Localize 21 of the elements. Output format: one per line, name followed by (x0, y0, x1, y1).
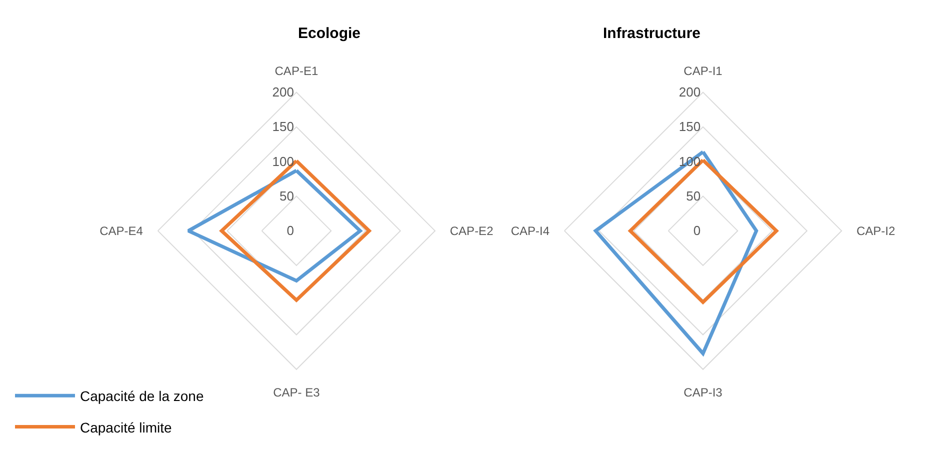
chart-title: Infrastructure (603, 25, 701, 42)
spoke-label: CAP-I3 (684, 385, 723, 400)
spoke-label: CAP-E2 (450, 224, 494, 238)
chart-title: Ecologie (298, 25, 361, 42)
legend-label: Capacité limite (80, 419, 172, 436)
y-tick-label: 50 (280, 188, 294, 204)
y-tick-label: 150 (272, 119, 294, 134)
y-tick-label: 50 (686, 188, 701, 204)
spoke-label: CAP-I2 (856, 224, 896, 238)
y-tick-label: 100 (272, 154, 294, 169)
y-tick-label: 150 (678, 119, 701, 134)
spoke-label: CAP- E3 (273, 385, 320, 400)
spoke-label: CAP-E4 (100, 224, 144, 238)
y-tick-label: 0 (286, 223, 294, 238)
spoke-label: CAP-I4 (510, 224, 550, 238)
y-tick-label: 0 (693, 223, 701, 238)
spoke-label: CAP-I1 (684, 64, 723, 78)
spoke-label: CAP-E1 (274, 64, 318, 78)
y-tick-label: 200 (678, 84, 701, 100)
y-tick-label: 200 (272, 84, 294, 100)
legend-label: Capacité de la zone (80, 388, 204, 404)
